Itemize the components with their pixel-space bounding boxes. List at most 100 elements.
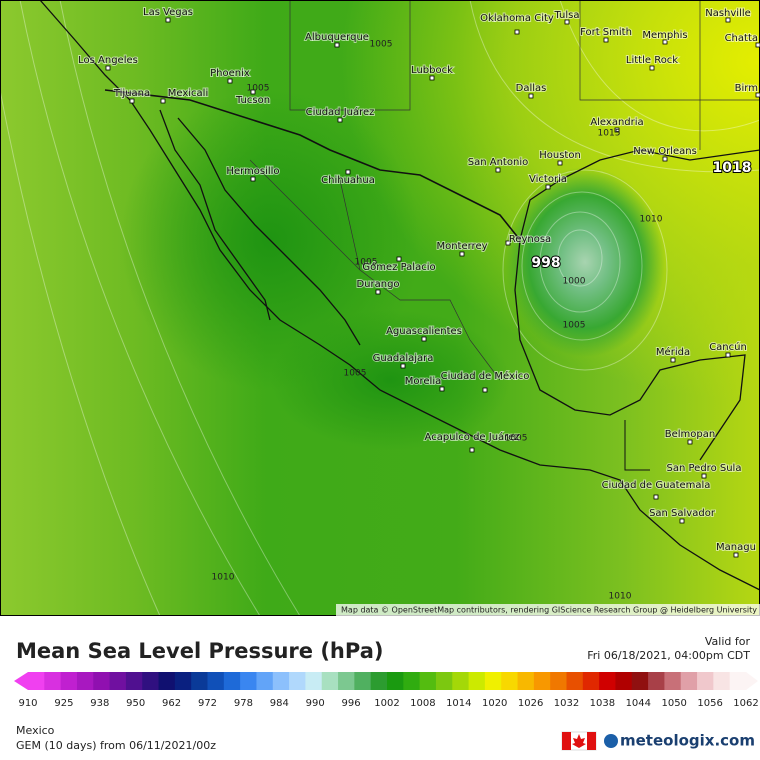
city-marker: [421, 336, 427, 342]
city-marker: [662, 156, 668, 162]
color-bar-tick: 938: [90, 698, 109, 709]
map-shade: [270, 310, 510, 450]
city-label: Chihuahua: [321, 175, 375, 186]
color-bar-tick: 1038: [590, 698, 615, 709]
color-bar-tick: 972: [198, 698, 217, 709]
city-label: Nashville: [705, 8, 751, 19]
color-swatch: [713, 672, 731, 690]
city-label: Alexandria: [590, 117, 643, 128]
borders: [249, 0, 760, 381]
contour-label: 998: [531, 255, 560, 271]
city-label: San Pedro Sula: [667, 463, 742, 474]
city-marker: [345, 169, 351, 175]
contour-label: 1005: [344, 369, 367, 379]
color-swatch: [256, 672, 274, 690]
contour-label: 1005: [247, 84, 270, 94]
city-label: Victoria: [529, 174, 567, 185]
city-label: Oklahoma City: [480, 13, 554, 24]
canada-flag: [561, 731, 597, 751]
color-swatch: [28, 672, 45, 690]
city-label: Aguascalientes: [386, 326, 462, 337]
color-swatch: [44, 672, 62, 690]
color-swatch: [566, 672, 584, 690]
color-bar: 910 925 938 950 962 972 978 984 990 996 1002 1008 10…: [14, 672, 759, 709]
city-label: Memphis: [642, 30, 687, 41]
city-label: New Orleans: [633, 146, 697, 157]
city-label: San Salvador: [649, 508, 716, 519]
color-bar-tick: 990: [306, 698, 325, 709]
city-marker: [557, 160, 563, 166]
contour-label: 1000: [563, 277, 586, 287]
contour-label: 1010: [212, 573, 235, 583]
color-bar-tick: 1014: [446, 698, 471, 709]
city-marker: [653, 494, 659, 500]
color-swatch: [517, 672, 535, 690]
color-bar-tick: 984: [270, 698, 289, 709]
color-swatch: [729, 672, 747, 690]
city-marker: [105, 65, 111, 71]
color-bar-tick: 1062: [733, 698, 758, 709]
low-pressure: [505, 167, 665, 357]
city-label: Dallas: [516, 83, 547, 94]
color-swatch: [354, 672, 372, 690]
color-bar-tick: 910: [18, 698, 37, 709]
city-marker: [337, 117, 343, 123]
contour-label: 1005: [505, 434, 528, 444]
city-marker: [439, 386, 445, 392]
city-marker: [482, 387, 488, 393]
city-label: Phoenix: [210, 68, 250, 79]
color-bar-tick: 962: [162, 698, 181, 709]
city-marker: [755, 42, 760, 48]
color-swatch: [272, 672, 290, 690]
city-label: Managu: [716, 542, 756, 553]
city-label: Morelia: [405, 376, 441, 387]
cities: Las Vegas Oklahoma City Tulsa Nashville Albu…: [77, 6, 760, 558]
valid-time: Fri 06/18/2021, 04:00pm CDT: [587, 649, 750, 662]
city-marker: [670, 357, 676, 363]
color-bar-tick: 1020: [482, 698, 507, 709]
color-bar-end: [14, 672, 28, 690]
city-label: Lubbock: [411, 65, 453, 76]
city-marker: [603, 37, 609, 43]
contour-label: 1005: [563, 321, 586, 331]
contour-label: 1010: [640, 215, 663, 225]
color-swatch: [435, 672, 453, 690]
city-label: Durango: [356, 279, 399, 290]
region: Mexico: [16, 724, 55, 737]
city-label: Little Rock: [626, 55, 678, 66]
valid-label: Valid for: [705, 635, 751, 648]
city-label: Reynosa: [509, 234, 551, 245]
color-bar-tick: 1026: [518, 698, 543, 709]
logo: meteologix.com: [620, 732, 755, 750]
city-label: Las Vegas: [143, 7, 193, 18]
color-swatch: [76, 672, 94, 690]
coastlines: [39, 0, 760, 591]
city-label: San Antonio: [468, 157, 528, 168]
city-label: Guadalajara: [373, 353, 434, 364]
color-swatch: [125, 672, 143, 690]
logo-icon: [604, 734, 618, 748]
contour-label: 1018: [713, 160, 752, 176]
color-swatch: [664, 672, 682, 690]
color-swatch: [240, 672, 257, 690]
city-marker: [495, 167, 501, 173]
color-swatch: [207, 672, 225, 690]
color-swatch: [550, 672, 567, 690]
color-swatch: [615, 672, 633, 690]
color-swatch: [697, 672, 714, 690]
city-marker: [129, 98, 135, 104]
color-swatch: [109, 672, 127, 690]
city-marker: [400, 363, 406, 369]
color-swatch: [93, 672, 111, 690]
color-bar-tick: 1032: [554, 698, 579, 709]
contour-label: 1005: [355, 258, 378, 268]
color-swatch: [452, 672, 470, 690]
color-swatch: [305, 672, 323, 690]
color-swatch: [158, 672, 176, 690]
city-marker: [250, 89, 256, 95]
city-marker: [649, 65, 655, 71]
color-swatch: [599, 672, 616, 690]
city-marker: [505, 240, 511, 246]
